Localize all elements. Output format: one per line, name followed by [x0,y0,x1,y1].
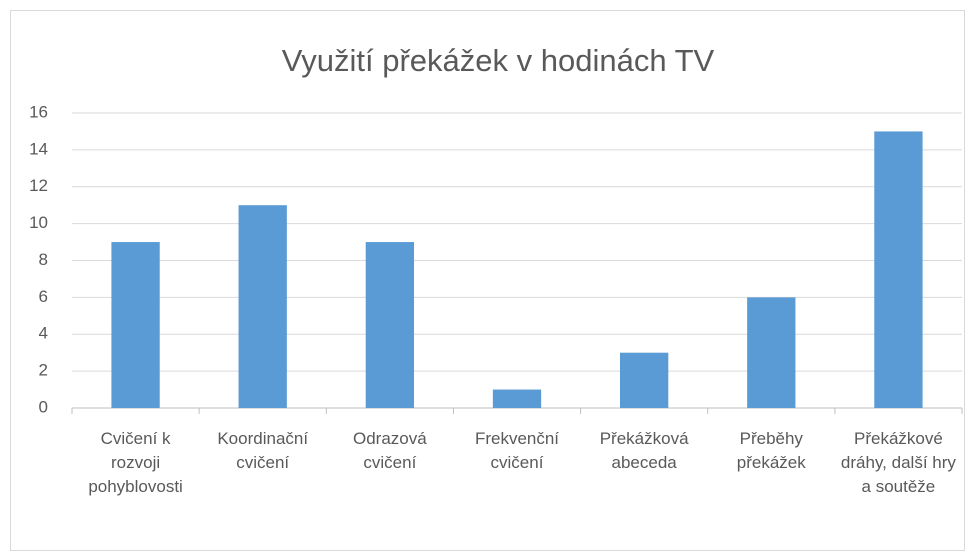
bar [238,205,287,408]
y-tick-label: 0 [39,397,48,416]
y-tick-label: 6 [39,287,48,306]
chart-border [10,10,965,551]
bar [492,389,542,408]
y-tick-label: 2 [39,361,48,380]
bar [365,242,415,408]
x-tick-label: Cvičení k rozvoji pohyblovosti [88,429,183,496]
bar [747,297,796,408]
x-tick-label: Přeběhy překážek [736,429,806,472]
y-tick-label: 14 [29,139,48,158]
y-tick-label: 12 [29,176,48,195]
x-tick-label: Odrazová cvičení [353,429,427,472]
bar [874,131,923,408]
x-tick-label: Překážková abeceda [599,429,689,472]
x-tick-label: Překážkové dráhy, další hry a soutěže [840,429,956,496]
chart-title: Využití překážek v hodinách TV [282,43,715,78]
x-tick-label: Koordinační cvičení [217,429,309,472]
bar [111,242,160,408]
y-tick-label: 16 [29,102,48,121]
bar [619,352,669,408]
y-tick-label: 10 [29,213,48,232]
x-tick-label: Frekvenční cvičení [474,429,560,472]
y-tick-label: 8 [39,250,48,269]
y-tick-label: 4 [39,324,48,343]
